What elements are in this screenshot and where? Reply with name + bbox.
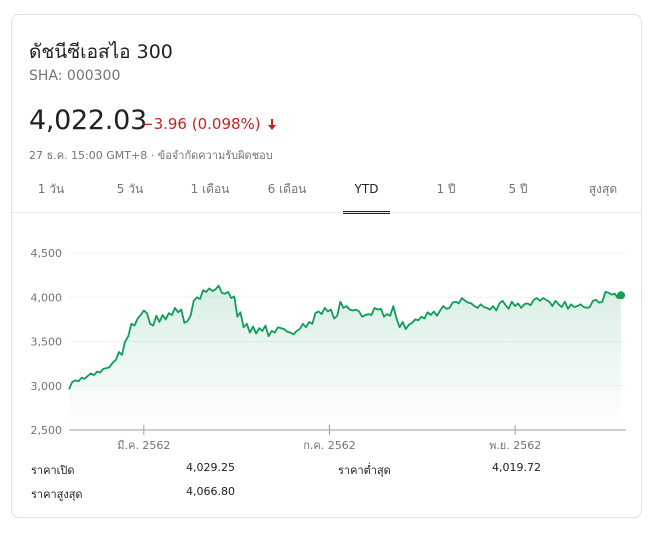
down-arrow-icon (267, 116, 277, 134)
timestamp-line: 27 ธ.ค. 15:00 GMT+8 · ข้อจำกัดความรับผิด… (29, 146, 273, 164)
stock-quote-card: ดัชนีซีเอสไอ 300 SHA: 000300 4,022.03 −3… (11, 14, 642, 518)
disclaimer-link[interactable]: ข้อจำกัดความรับผิดชอบ (157, 149, 273, 162)
tab-6-months[interactable]: 6 เดือน (267, 182, 307, 196)
last-price-dot (617, 291, 625, 300)
ticker-symbol: SHA: 000300 (29, 68, 121, 84)
stat-open-value: 4,029.25 (186, 461, 235, 474)
tab-1-month[interactable]: 1 เดือน (190, 182, 230, 196)
tab-1-day[interactable]: 1 วัน (37, 182, 65, 196)
divider (12, 212, 641, 213)
y-tick-label: 3,000 (31, 380, 63, 393)
tab-max[interactable]: สูงสุด (588, 182, 618, 196)
tab-ytd[interactable]: YTD (354, 182, 379, 196)
stat-high-label: ราคาสูงสุด (31, 488, 83, 501)
stat-high-value: 4,066.80 (186, 485, 235, 498)
x-tick-label: พ.ย. 2562 (489, 439, 541, 452)
stat-open-label: ราคาเปิด (31, 464, 75, 477)
index-name: ดัชนีซีเอสไอ 300 (29, 41, 173, 63)
x-tick-label: ก.ค. 2562 (303, 439, 356, 452)
y-tick-label: 2,500 (31, 424, 63, 437)
y-tick-label: 4,000 (31, 291, 63, 304)
price-area (69, 285, 621, 430)
current-price: 4,022.03 (29, 105, 147, 136)
x-tick-label: มี.ค. 2562 (117, 439, 170, 452)
stat-low-value: 4,019.72 (492, 461, 541, 474)
tab-1-year[interactable]: 1 ปี (436, 182, 456, 196)
market-timestamp: 27 ธ.ค. 15:00 GMT+8 (29, 149, 148, 162)
tab-5-days[interactable]: 5 วัน (116, 182, 144, 196)
tab-5-years[interactable]: 5 ปี (508, 182, 528, 196)
stat-low-label: ราคาต่ำสุด (338, 464, 391, 477)
price-change: −3.96 (0.098%) (141, 115, 277, 133)
price-chart[interactable]: 4,500 4,000 3,500 3,000 2,500 มี.ค. 2562 ก.ค. … (12, 213, 641, 453)
price-change-value: −3.96 (0.098%) (141, 115, 261, 133)
y-tick-label: 3,500 (31, 336, 63, 349)
range-tabs: 1 วัน 5 วัน 1 เดือน 6 เดือน YTD 1 ปี 5 ป… (12, 175, 641, 214)
price-line (68, 284, 622, 390)
y-tick-label: 4,500 (31, 247, 63, 260)
separator: · (147, 149, 158, 162)
